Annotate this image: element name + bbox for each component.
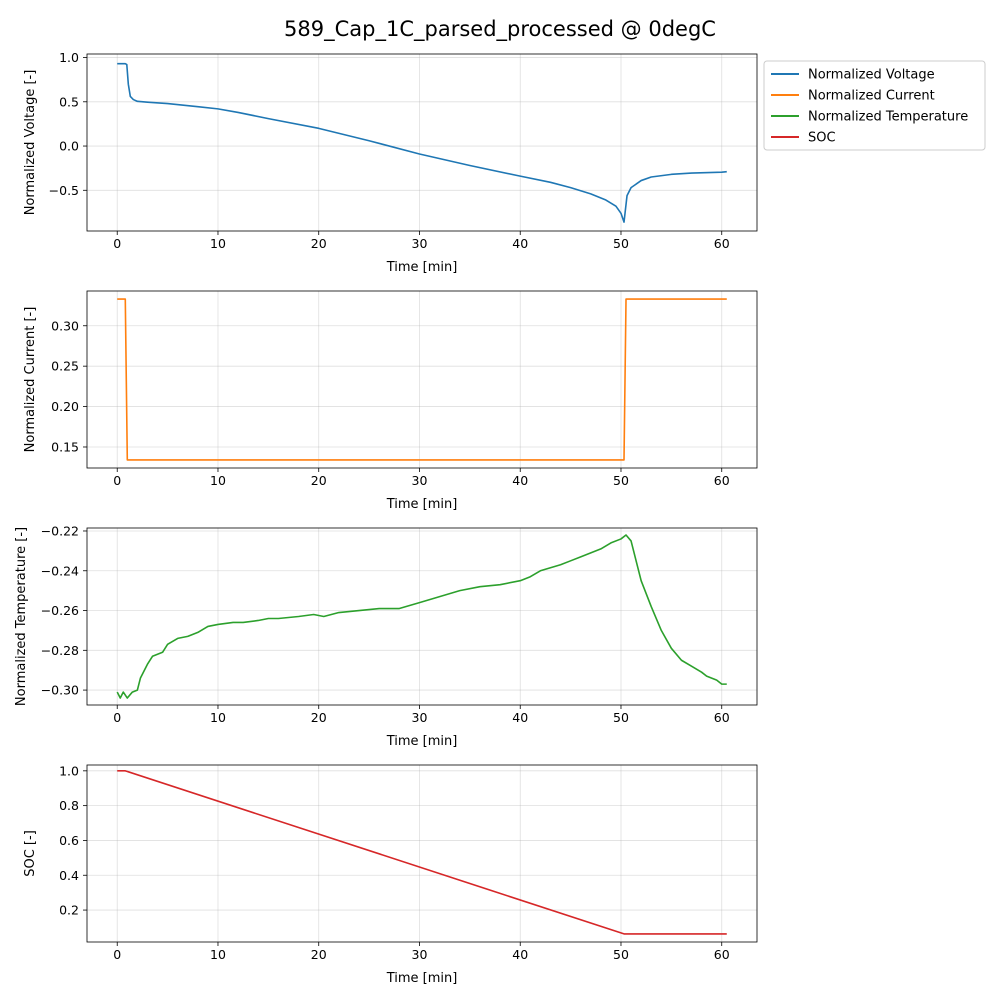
x-tick-label: 10 xyxy=(210,710,226,725)
x-tick-label: 30 xyxy=(412,236,428,251)
x-tick-label: 30 xyxy=(412,473,428,488)
y-tick-label: −0.28 xyxy=(41,643,79,658)
x-tick-label: 40 xyxy=(512,473,528,488)
y-tick-label: 0.5 xyxy=(59,94,79,109)
y-tick-label: −0.5 xyxy=(49,183,79,198)
axes-frame xyxy=(86,527,758,706)
x-tick-label: 10 xyxy=(210,947,226,962)
x-tick-label: 50 xyxy=(613,947,629,962)
x-tick-label: 30 xyxy=(412,710,428,725)
x-tick-label: 0 xyxy=(113,473,121,488)
y-tick-label: −0.30 xyxy=(41,683,79,698)
axes-frame xyxy=(86,53,758,232)
y-tick-label: −0.24 xyxy=(41,563,79,578)
x-tick-label: 50 xyxy=(613,473,629,488)
legend-entry-label: Normalized Voltage xyxy=(808,68,935,83)
y-axis-label: Normalized Voltage [-] xyxy=(23,70,38,216)
y-axis-label: Normalized Current [-] xyxy=(23,307,38,453)
y-tick-label: 0.0 xyxy=(59,139,79,154)
x-axis-label: Time [min] xyxy=(386,971,458,986)
legend-entry-label: SOC xyxy=(808,131,836,146)
y-tick-label: 1.0 xyxy=(59,763,79,778)
series-line xyxy=(117,298,727,461)
x-axis-label: Time [min] xyxy=(386,734,458,749)
subplot-1: 0 10 20 30 40 50 60 −0.5 0.0 0.5 1.0 Time [min] Norm… xyxy=(23,50,758,275)
y-tick-label: −0.26 xyxy=(41,603,79,618)
y-tick-label: 0.2 xyxy=(59,903,79,918)
y-tick-label: 0.30 xyxy=(51,318,79,333)
x-tick-label: 60 xyxy=(714,236,730,251)
x-tick-label: 10 xyxy=(210,473,226,488)
x-tick-label: 20 xyxy=(311,236,327,251)
y-tick-label: 0.8 xyxy=(59,798,79,813)
subplot-3: 0 10 20 30 40 50 60 −0.30 −0.28 −0.26 −0.24 −0.22 Ti… xyxy=(14,523,758,749)
legend-entry-label: Normalized Temperature xyxy=(808,110,968,125)
y-tick-label: 0.15 xyxy=(51,439,79,454)
x-tick-label: 0 xyxy=(113,236,121,251)
x-tick-label: 60 xyxy=(714,710,730,725)
y-tick-label: 0.20 xyxy=(51,399,79,414)
legend-frame xyxy=(763,60,986,151)
x-tick-label: 60 xyxy=(714,947,730,962)
series-line xyxy=(117,62,727,223)
x-tick-label: 50 xyxy=(613,236,629,251)
x-axis-label: Time [min] xyxy=(386,260,458,275)
subplot-4: 0 10 20 30 40 50 60 0.2 0.4 0.6 0.8 1.0 Time [min] SO… xyxy=(23,763,758,986)
subplot-2: 0 10 20 30 40 50 60 0.15 0.20 0.25 0.30 Time [min] N… xyxy=(23,290,758,512)
x-tick-label: 40 xyxy=(512,710,528,725)
x-tick-label: 0 xyxy=(113,710,121,725)
axes-container: 0 10 20 30 40 50 60 −0.5 0.0 0.5 1.0 Time [min] Norm… xyxy=(14,50,758,986)
x-tick-label: 20 xyxy=(311,710,327,725)
x-tick-label: 20 xyxy=(311,473,327,488)
y-tick-label: 0.6 xyxy=(59,833,79,848)
figure-title: 589_Cap_1C_parsed_processed @ 0degC xyxy=(284,17,716,42)
y-tick-label: 0.25 xyxy=(51,359,79,374)
x-tick-label: 20 xyxy=(311,947,327,962)
y-axis-label: Normalized Temperature [-] xyxy=(14,527,29,706)
y-axis-label: SOC [-] xyxy=(23,830,38,877)
x-tick-label: 10 xyxy=(210,236,226,251)
x-tick-label: 30 xyxy=(412,947,428,962)
x-tick-label: 60 xyxy=(714,473,730,488)
legend: Normalized Voltage Normalized Current Norm… xyxy=(763,60,986,151)
x-axis-label: Time [min] xyxy=(386,497,458,512)
series-line xyxy=(116,534,727,699)
x-tick-label: 40 xyxy=(512,947,528,962)
x-tick-label: 50 xyxy=(613,710,629,725)
y-tick-label: 1.0 xyxy=(59,50,79,65)
legend-entry-label: Normalized Current xyxy=(808,89,935,104)
x-tick-label: 40 xyxy=(512,236,528,251)
axes-frame xyxy=(86,764,758,943)
axes-frame xyxy=(86,290,758,469)
series-line xyxy=(117,770,727,935)
y-tick-label: 0.4 xyxy=(59,868,79,883)
y-tick-label: −0.22 xyxy=(41,523,79,538)
x-tick-label: 0 xyxy=(113,947,121,962)
